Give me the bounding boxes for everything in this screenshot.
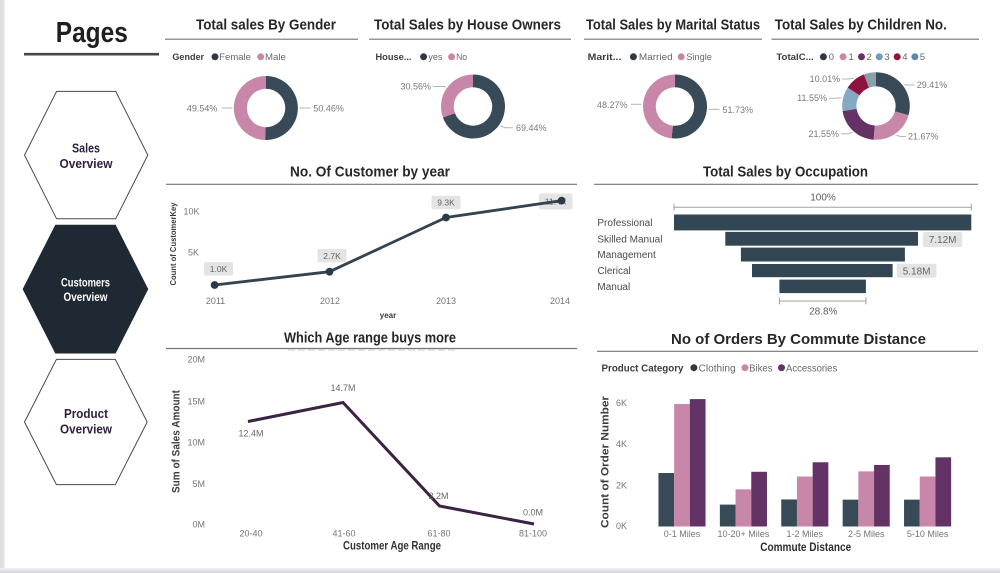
svg-text:5-10 Miles: 5-10 Miles (907, 529, 949, 539)
svg-text:28.8%: 28.8% (809, 307, 837, 318)
svg-text:2.2M: 2.2M (428, 491, 448, 501)
svg-text:Female: Female (219, 52, 251, 63)
svg-text:Count of Order Number: Count of Order Number (600, 395, 612, 528)
svg-text:2K: 2K (616, 480, 627, 490)
svg-text:Gender: Gender (172, 52, 204, 63)
svg-text:Product: Product (64, 406, 109, 421)
svg-text:Married: Married (639, 52, 673, 63)
svg-text:21.67%: 21.67% (908, 132, 939, 142)
svg-text:Which Age range buys more: Which Age range buys more (284, 330, 456, 347)
svg-text:Count of CustomerKey: Count of CustomerKey (169, 202, 178, 286)
svg-text:41-60: 41-60 (332, 529, 355, 539)
svg-text:5M: 5M (192, 479, 205, 489)
svg-text:Overview: Overview (60, 156, 114, 171)
svg-text:House...: House... (376, 52, 412, 63)
svg-text:year: year (380, 311, 396, 320)
svg-text:Total sales By Gender: Total sales By Gender (196, 16, 336, 33)
svg-text:2013: 2013 (436, 296, 456, 306)
svg-text:Male: Male (265, 52, 286, 63)
svg-text:11.55%: 11.55% (797, 93, 827, 103)
svg-text:0M: 0M (192, 520, 205, 530)
svg-text:14.7M: 14.7M (330, 383, 355, 393)
svg-text:9.3K: 9.3K (437, 198, 455, 208)
svg-text:61-80: 61-80 (427, 529, 450, 539)
svg-text:0.0M: 0.0M (523, 508, 543, 518)
svg-text:49.54%: 49.54% (187, 104, 218, 114)
svg-text:Product Category: Product Category (602, 362, 684, 374)
svg-text:No. Of Customer by year: No. Of Customer by year (290, 164, 450, 181)
svg-text:Clothing: Clothing (699, 363, 736, 374)
svg-text:2.7K: 2.7K (323, 251, 341, 261)
svg-text:1.0K: 1.0K (210, 264, 228, 274)
svg-text:Accessories: Accessories (786, 363, 837, 374)
svg-text:100%: 100% (810, 193, 836, 204)
svg-text:21.55%: 21.55% (808, 129, 839, 139)
svg-text:6K: 6K (616, 398, 627, 408)
svg-text:7.12M: 7.12M (929, 235, 957, 246)
svg-text:2: 2 (867, 52, 872, 63)
svg-text:4K: 4K (616, 439, 627, 449)
svg-text:0: 0 (829, 52, 834, 63)
svg-text:29.41%: 29.41% (917, 80, 948, 90)
svg-text:4: 4 (902, 52, 907, 63)
svg-text:No: No (456, 52, 467, 63)
svg-text:2012: 2012 (320, 296, 340, 306)
svg-text:48.27%: 48.27% (597, 100, 628, 110)
svg-text:Clerical: Clerical (597, 266, 630, 277)
svg-text:15M: 15M (187, 397, 205, 407)
svg-text:10M: 10M (187, 438, 205, 448)
svg-text:Manual: Manual (597, 282, 630, 293)
svg-text:10K: 10K (183, 207, 199, 217)
svg-text:TotalC...: TotalC... (776, 52, 813, 63)
svg-text:10.01%: 10.01% (810, 74, 841, 84)
svg-text:81-100: 81-100 (519, 529, 547, 539)
svg-text:Commute Distance: Commute Distance (760, 540, 851, 554)
svg-text:Overview: Overview (60, 422, 113, 437)
svg-text:5: 5 (920, 52, 925, 63)
svg-text:Bikes: Bikes (749, 363, 772, 374)
svg-text:0-1 Miles: 0-1 Miles (664, 529, 701, 539)
svg-text:12.4M: 12.4M (238, 429, 263, 439)
svg-text:2-5 Miles: 2-5 Miles (848, 529, 885, 539)
svg-text:No of Orders By Commute Distan: No of Orders By Commute Distance (671, 331, 926, 348)
svg-text:2011: 2011 (206, 296, 225, 306)
svg-text:5.18M: 5.18M (903, 266, 931, 277)
svg-text:Total Sales by House Owners: Total Sales by House Owners (374, 16, 561, 33)
svg-text:1-2 Miles: 1-2 Miles (787, 529, 824, 539)
svg-text:51.73%: 51.73% (723, 105, 754, 115)
svg-text:10-20+ Miles: 10-20+ Miles (718, 529, 770, 539)
svg-text:3: 3 (884, 52, 889, 63)
svg-text:Marit...: Marit... (588, 52, 622, 63)
svg-text:Single: Single (686, 52, 712, 63)
svg-text:Total Sales by Marital Status: Total Sales by Marital Status (586, 16, 760, 33)
svg-text:30.56%: 30.56% (400, 82, 431, 92)
svg-text:Customers: Customers (61, 276, 110, 290)
svg-text:Sum of Sales Amount: Sum of Sales Amount (171, 390, 183, 493)
svg-text:1: 1 (849, 52, 854, 63)
svg-text:5K: 5K (188, 247, 199, 257)
svg-text:69.44%: 69.44% (516, 123, 547, 133)
svg-text:50.46%: 50.46% (313, 104, 344, 114)
svg-text:Professional: Professional (597, 218, 652, 229)
svg-text:Management: Management (597, 250, 656, 261)
svg-text:2014: 2014 (550, 296, 570, 306)
svg-text:Total Sales by Occupation: Total Sales by Occupation (703, 164, 868, 181)
svg-text:Customer Age Range: Customer Age Range (343, 539, 441, 553)
svg-text:0K: 0K (616, 521, 627, 531)
svg-text:20-40: 20-40 (239, 529, 262, 539)
svg-text:yes: yes (428, 52, 442, 63)
svg-text:Pages: Pages (56, 17, 128, 49)
svg-text:Overview: Overview (64, 290, 109, 304)
svg-text:Total Sales by Children No.: Total Sales by Children No. (775, 16, 947, 33)
svg-text:Sales: Sales (72, 141, 100, 156)
svg-text:20M: 20M (187, 355, 205, 365)
svg-text:Skilled Manual: Skilled Manual (597, 234, 662, 245)
